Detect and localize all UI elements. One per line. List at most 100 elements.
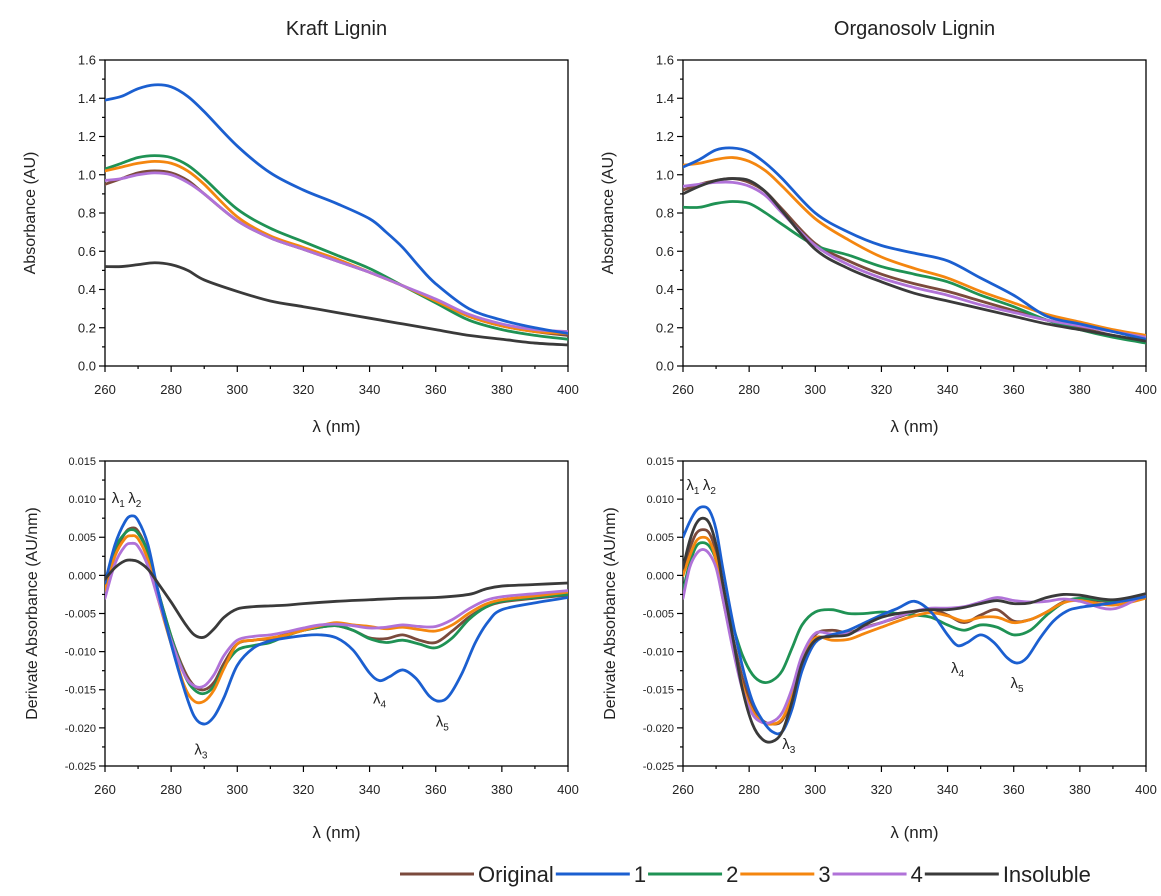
legend-label-original: Original xyxy=(478,862,554,887)
y-tick-label: 0.000 xyxy=(68,570,96,582)
y-tick-label: 0.8 xyxy=(78,206,96,221)
x-tick-label: 340 xyxy=(359,382,381,397)
y-axis-label: Derivate Absorbance (AU/nm) xyxy=(602,507,619,720)
x-tick-label: 400 xyxy=(557,782,579,797)
series-group xyxy=(105,514,568,726)
legend-label-2: 2 xyxy=(726,862,738,887)
y-tick-label: 1.2 xyxy=(656,129,674,144)
chart-title: Kraft Lignin xyxy=(286,18,387,40)
peak-label-4: λ4 xyxy=(951,660,965,680)
x-tick-label: 300 xyxy=(804,382,826,397)
peak-label-5: λ5 xyxy=(1010,675,1024,695)
x-tick-label: 400 xyxy=(1135,782,1157,797)
x-tick-label: 320 xyxy=(293,382,315,397)
y-tick-label: 0.015 xyxy=(68,456,96,468)
y-tick-label: 1.6 xyxy=(78,53,96,68)
legend-label-insoluble: Insoluble xyxy=(1003,862,1091,887)
series-line-3 xyxy=(105,159,568,335)
chart-title: Organosolv Lignin xyxy=(834,18,995,40)
x-tick-label: 280 xyxy=(738,382,760,397)
peak-label-2: λ2 xyxy=(703,477,717,497)
series-line-3 xyxy=(683,156,1146,337)
y-tick-label: -0.010 xyxy=(643,647,674,659)
y-tick-label: -0.020 xyxy=(65,723,96,735)
y-tick-label: 0.0 xyxy=(656,359,674,374)
x-tick-label: 380 xyxy=(1069,382,1091,397)
y-tick-label: 0.010 xyxy=(68,494,96,506)
y-tick-label: -0.015 xyxy=(65,685,96,697)
y-axis-label: Derivate Absorbance (AU/nm) xyxy=(24,507,41,720)
series-line-4 xyxy=(683,548,1146,725)
y-tick-label: -0.010 xyxy=(65,647,96,659)
x-tick-label: 260 xyxy=(672,782,694,797)
y-axis-label: Absorbance (AU) xyxy=(22,152,39,275)
x-tick-label: 320 xyxy=(293,782,315,797)
peak-label-4: λ4 xyxy=(373,690,387,710)
series-line-1 xyxy=(105,514,568,726)
x-tick-label: 280 xyxy=(160,782,182,797)
y-tick-label: -0.020 xyxy=(643,723,674,735)
y-tick-label: 0.010 xyxy=(646,494,674,506)
x-axis-label: λ (nm) xyxy=(890,417,938,436)
y-tick-label: 0.4 xyxy=(78,282,96,297)
peak-label-1: λ1 xyxy=(686,477,700,497)
x-tick-label: 260 xyxy=(672,382,694,397)
x-tick-label: 320 xyxy=(871,782,893,797)
x-tick-label: 300 xyxy=(226,782,248,797)
y-tick-label: 0.0 xyxy=(78,359,96,374)
x-tick-label: 340 xyxy=(937,382,959,397)
x-tick-label: 300 xyxy=(804,782,826,797)
x-tick-label: 340 xyxy=(359,782,381,797)
x-tick-label: 340 xyxy=(937,782,959,797)
series-line-insoluble xyxy=(683,177,1146,343)
legend-label-1: 1 xyxy=(634,862,646,887)
series-line-4 xyxy=(105,541,568,689)
series-line-1 xyxy=(683,146,1146,341)
y-tick-label: -0.005 xyxy=(65,608,96,620)
y-tick-label: 0.4 xyxy=(656,282,674,297)
peak-label-3: λ3 xyxy=(782,736,796,756)
y-tick-label: 0.6 xyxy=(656,244,674,259)
x-tick-label: 360 xyxy=(425,382,447,397)
x-tick-label: 400 xyxy=(1135,382,1157,397)
series-line-insoluble xyxy=(683,516,1146,744)
series-line-2 xyxy=(105,154,568,341)
plot-frame xyxy=(104,460,569,767)
y-tick-label: 0.015 xyxy=(646,456,674,468)
y-tick-label: 0.6 xyxy=(78,244,96,259)
x-tick-label: 280 xyxy=(160,382,182,397)
y-tick-label: 0.000 xyxy=(646,570,674,582)
series-line-3 xyxy=(105,534,568,705)
x-tick-label: 260 xyxy=(94,382,116,397)
y-tick-label: 0.8 xyxy=(656,206,674,221)
series-line-original xyxy=(683,177,1146,343)
peak-label-5: λ5 xyxy=(436,713,450,733)
y-tick-label: 1.0 xyxy=(78,167,96,182)
y-tick-label: 1.2 xyxy=(78,129,96,144)
x-tick-label: 400 xyxy=(557,382,579,397)
series-line-4 xyxy=(105,171,568,333)
peak-label-2: λ2 xyxy=(128,490,142,510)
peak-label-1: λ1 xyxy=(112,490,126,510)
series-line-1 xyxy=(683,505,1146,736)
organosolv-absorbance-panel: Organosolv Lignin 260 280 300 320 340 360 380 40… xyxy=(600,18,1157,436)
x-tick-label: 360 xyxy=(425,782,447,797)
x-tick-label: 260 xyxy=(94,782,116,797)
series-line-original xyxy=(105,169,568,337)
x-tick-label: 320 xyxy=(871,382,893,397)
x-tick-label: 280 xyxy=(738,782,760,797)
y-tick-label: -0.025 xyxy=(643,761,674,773)
y-tick-label: 1.4 xyxy=(656,91,674,106)
legend-label-4: 4 xyxy=(911,862,923,887)
x-axis-label: λ (nm) xyxy=(890,823,938,842)
series-line-1 xyxy=(105,83,568,335)
series-line-4 xyxy=(683,180,1146,339)
x-tick-label: 380 xyxy=(491,382,513,397)
organosolv-derivative-panel: 260 280 300 320 340 360 380 400 -0.025 -0.020 -0.0… xyxy=(602,456,1157,842)
y-tick-label: 1.6 xyxy=(656,53,674,68)
series-group xyxy=(683,146,1146,345)
x-axis-label: λ (nm) xyxy=(312,823,360,842)
x-tick-label: 380 xyxy=(1069,782,1091,797)
y-tick-label: -0.015 xyxy=(643,685,674,697)
